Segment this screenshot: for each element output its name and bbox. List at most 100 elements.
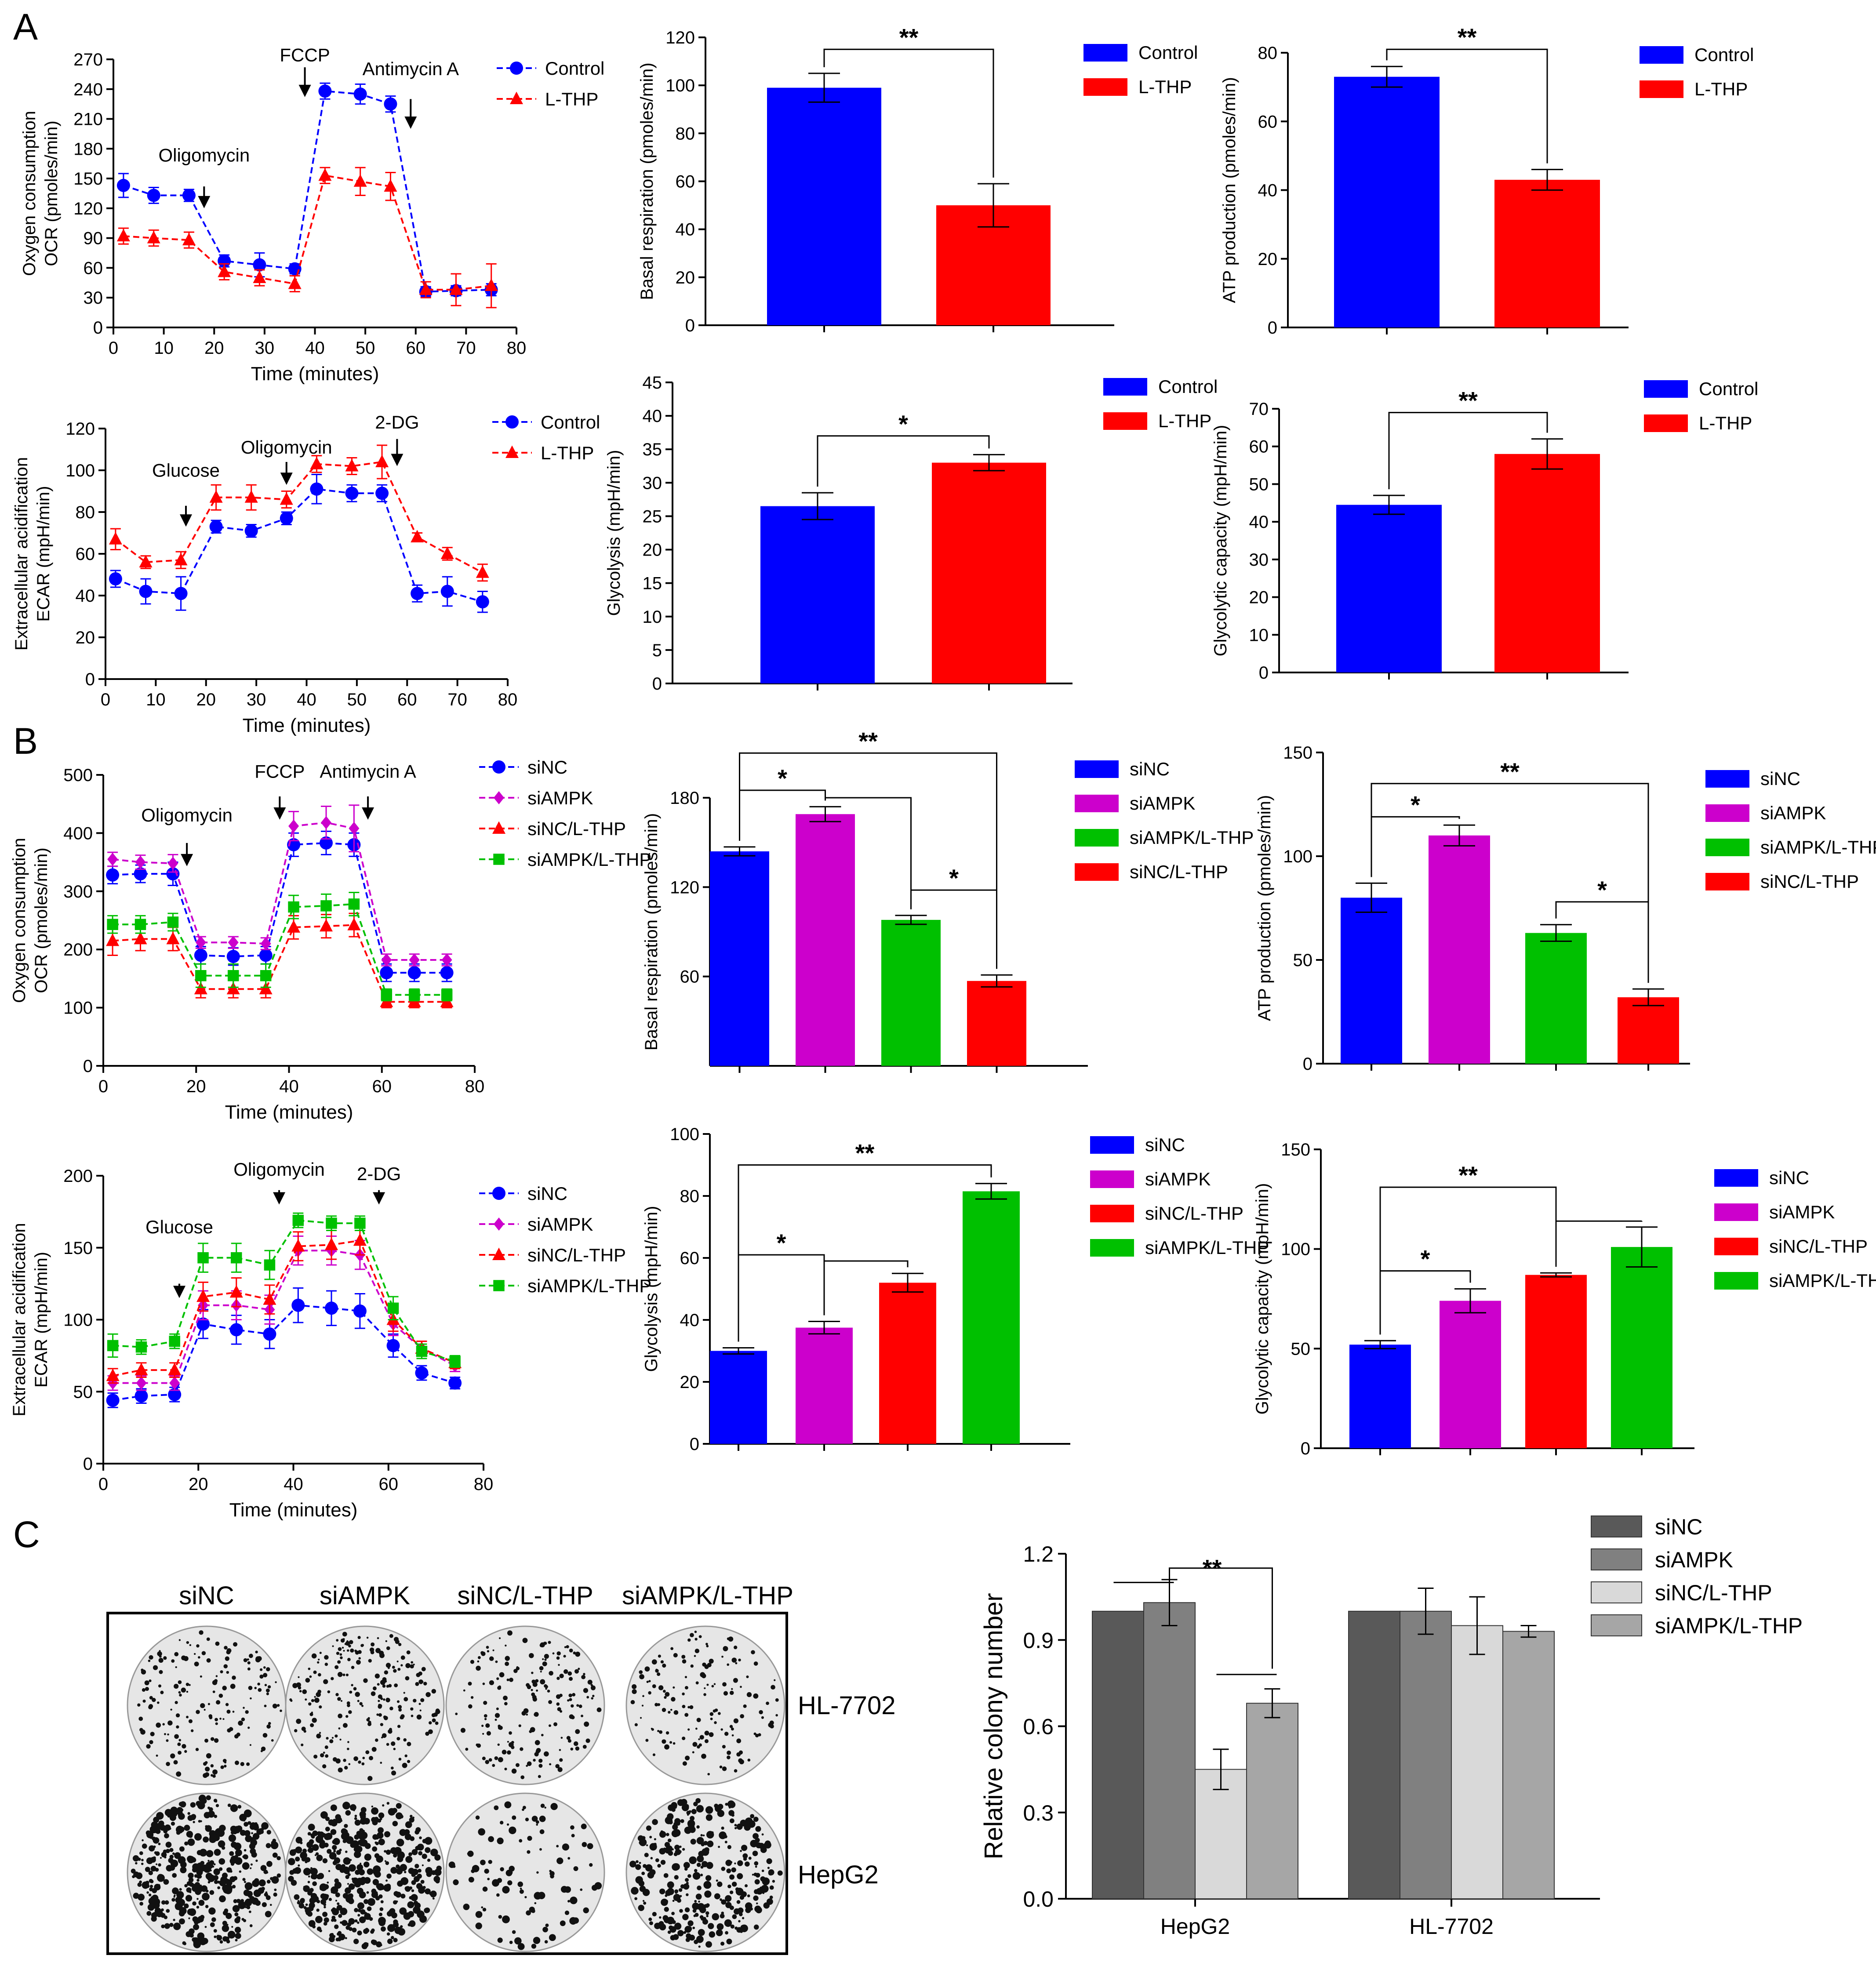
colony-dot bbox=[512, 1930, 516, 1934]
colony-dot bbox=[250, 1653, 253, 1657]
significance-label: ** bbox=[1458, 23, 1477, 51]
colony-dot bbox=[721, 1826, 724, 1830]
colony-dot bbox=[587, 1679, 593, 1685]
x-tick-label: 60 bbox=[372, 1077, 392, 1096]
x-tick-label: 20 bbox=[186, 1077, 206, 1096]
colony-dot bbox=[662, 1664, 666, 1668]
legend-label: L-THP bbox=[545, 89, 598, 109]
colony-dot bbox=[187, 1839, 195, 1846]
colony-dots bbox=[289, 1632, 440, 1781]
colony-dot bbox=[654, 1703, 658, 1707]
colony-dot bbox=[739, 1895, 745, 1900]
colony-dot bbox=[766, 1858, 772, 1864]
x-tick-label: 80 bbox=[474, 1475, 494, 1494]
colony-dot bbox=[418, 1672, 422, 1676]
colony-dot bbox=[536, 1689, 538, 1692]
colony-dot bbox=[663, 1917, 670, 1923]
colony-dot bbox=[766, 1701, 769, 1705]
colony-dot bbox=[400, 1715, 404, 1719]
colony-dot bbox=[382, 1733, 387, 1738]
colony-dot bbox=[325, 1894, 329, 1898]
y-tick-label: 60 bbox=[680, 1249, 700, 1268]
colony-dot bbox=[325, 1754, 329, 1758]
colony-dot bbox=[385, 1879, 388, 1882]
colony-dot bbox=[481, 1651, 486, 1656]
plate-col-label-siampk: siAMPK bbox=[320, 1581, 411, 1610]
legend-label: Control bbox=[545, 58, 604, 79]
data-point bbox=[116, 178, 130, 192]
y-tick-label: 40 bbox=[643, 407, 662, 426]
colony-dot bbox=[312, 1874, 317, 1880]
colony-dot bbox=[150, 1732, 155, 1737]
colony-dot bbox=[336, 1850, 341, 1855]
colony-dot bbox=[502, 1749, 507, 1755]
colony-dot bbox=[520, 1747, 524, 1751]
colony-dot bbox=[533, 1759, 536, 1762]
colony-dot bbox=[698, 1901, 700, 1903]
colony-dot bbox=[363, 1861, 370, 1868]
colony-dot bbox=[265, 1911, 272, 1918]
colony-dot bbox=[460, 1728, 466, 1733]
colony-dot bbox=[760, 1885, 769, 1893]
colony-dot bbox=[527, 1685, 531, 1690]
colony-dot bbox=[651, 1728, 654, 1731]
colony-dot bbox=[400, 1655, 405, 1660]
colony-dot bbox=[695, 1798, 701, 1803]
series-line-siNC/L-THP bbox=[112, 924, 447, 1003]
colony-dot bbox=[152, 1901, 160, 1909]
colony-dot bbox=[176, 1830, 181, 1835]
colony-dot bbox=[658, 1685, 664, 1690]
colony-dot bbox=[681, 1654, 686, 1659]
colony-dot bbox=[576, 1704, 579, 1707]
colony-dot bbox=[384, 1850, 387, 1853]
colony-dot bbox=[375, 1648, 381, 1653]
colony-dot bbox=[332, 1908, 339, 1915]
colony-dot bbox=[682, 1848, 685, 1851]
colony-dot bbox=[731, 1727, 734, 1731]
colony-dot bbox=[541, 1733, 544, 1737]
y-axis-label-line1: Extracellular acidification bbox=[12, 457, 31, 650]
colony-dot bbox=[690, 1839, 696, 1845]
colony-dot bbox=[569, 1648, 573, 1653]
data-point bbox=[134, 931, 147, 945]
colony-dot bbox=[340, 1638, 345, 1643]
colony-dot bbox=[687, 1638, 691, 1642]
colony-dot bbox=[400, 1664, 403, 1667]
colony-dot bbox=[344, 1824, 348, 1828]
colony-dot bbox=[411, 1661, 414, 1664]
colony-dot bbox=[345, 1850, 348, 1853]
colony-dot bbox=[214, 1738, 219, 1743]
colony-dot bbox=[515, 1763, 520, 1767]
legend-label: siAMPK/L-THP bbox=[527, 849, 651, 870]
colony-dot bbox=[366, 1636, 369, 1639]
bar-siNC/L-THP bbox=[1618, 997, 1679, 1064]
colony-dot bbox=[340, 1921, 342, 1924]
colony-dot bbox=[696, 1862, 701, 1867]
colony-dot bbox=[289, 1870, 294, 1875]
colony-dot bbox=[361, 1704, 364, 1707]
colony-dot bbox=[309, 1675, 312, 1678]
colony-dot bbox=[312, 1844, 319, 1851]
x-tick-label: 80 bbox=[498, 690, 518, 709]
colony-dot bbox=[769, 1885, 774, 1890]
colony-dot bbox=[586, 1696, 589, 1699]
colony-dot bbox=[341, 1832, 349, 1840]
colony-dot bbox=[209, 1860, 215, 1865]
bar-siNC/L-THP bbox=[967, 981, 1026, 1066]
colony-dot bbox=[310, 1867, 313, 1870]
colony-dot bbox=[763, 1902, 770, 1909]
y-tick-label: 60 bbox=[676, 172, 695, 192]
colony-dot bbox=[573, 1741, 578, 1746]
colony-dot bbox=[641, 1704, 644, 1707]
colony-dot bbox=[694, 1655, 696, 1657]
legend-label: L-THP bbox=[541, 443, 594, 463]
colony-dot bbox=[409, 1896, 413, 1900]
colony-dot bbox=[636, 1860, 639, 1863]
colony-dot bbox=[222, 1925, 229, 1932]
colony-dot bbox=[292, 1849, 297, 1853]
colony-dot bbox=[339, 1738, 342, 1741]
colony-dot bbox=[720, 1941, 725, 1946]
colony-dot bbox=[179, 1693, 182, 1697]
